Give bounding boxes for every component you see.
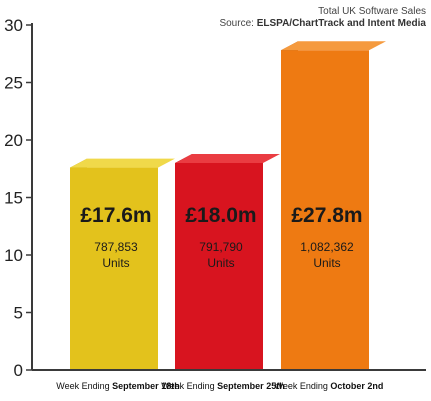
chart-title: Total UK Software Sales — [318, 6, 426, 17]
x-tick-label-prefix: Week Ending — [275, 381, 331, 391]
x-tick-label-prefix: Week Ending — [161, 381, 217, 391]
bar-units-count: 791,790 — [199, 240, 243, 254]
x-tick-label: Week Ending October 2nd — [275, 381, 384, 391]
bar-units-suffix: Units — [207, 256, 234, 270]
subtitle-prefix: Source: — [219, 18, 256, 29]
bar-group: £17.6m 787,853 Units — [70, 158, 175, 370]
bar-units-suffix: Units — [313, 256, 340, 270]
chart-subtitle: Source: ELSPA/ChartTrack and Intent Medi… — [219, 18, 426, 29]
bar-units-count: 1,082,362 — [300, 240, 354, 254]
bar-top — [175, 154, 280, 163]
x-tick-label-date: October 2nd — [330, 381, 383, 391]
bar-group: £27.8m 1,082,362 Units — [281, 41, 386, 371]
bar-value-label: £17.6m — [80, 204, 151, 227]
bar — [70, 167, 158, 370]
x-tick-label-date: September 18th — [112, 381, 180, 391]
y-tick-label: 0 — [14, 361, 23, 380]
bar-value-label: £27.8m — [291, 204, 362, 227]
bar-top — [70, 158, 175, 168]
y-tick-label: 10 — [4, 246, 23, 265]
x-tick-label-date: September 25th — [217, 381, 285, 391]
bar-units-count: 787,853 — [94, 240, 138, 254]
bars: £17.6m787,853Units£18.0m791,790Units£27.… — [70, 41, 386, 371]
x-tick-label-prefix: Week Ending — [56, 381, 112, 391]
y-axis: 0 5 10 15 20 25 30 — [4, 16, 33, 380]
y-tick-label: 5 — [14, 304, 23, 323]
bar — [281, 50, 369, 371]
y-tick-label: 25 — [4, 74, 23, 93]
bar-units-suffix: Units — [102, 256, 129, 270]
bar-top — [281, 41, 386, 51]
chart-header: Total UK Software Sales Source: ELSPA/Ch… — [219, 6, 426, 29]
bar-value-label: £18.0m — [185, 204, 256, 227]
y-tick-label: 30 — [4, 16, 23, 35]
bar — [175, 163, 263, 370]
subtitle-source: ELSPA/ChartTrack and Intent Media — [257, 18, 427, 29]
bar-group: £18.0m 791,790 Units — [175, 154, 280, 370]
x-tick-label: Week Ending September 18th — [56, 381, 179, 391]
y-tick-label: 20 — [4, 131, 23, 150]
x-tick-label: Week Ending September 25th — [161, 381, 284, 391]
y-tick-label: 15 — [4, 189, 23, 208]
